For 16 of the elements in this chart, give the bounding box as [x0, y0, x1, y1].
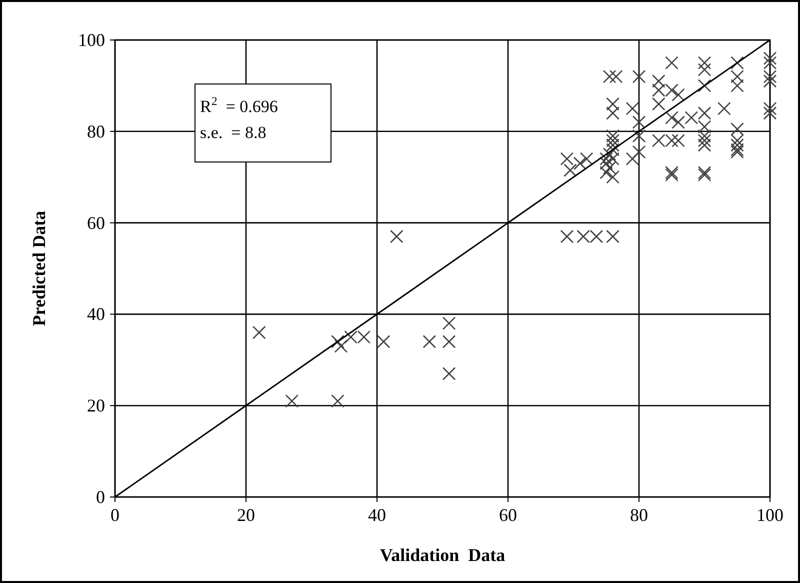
x-axis-title: Validation Data: [380, 545, 506, 565]
x-tick-label: 40: [368, 505, 386, 525]
x-tick-label: 80: [630, 505, 648, 525]
x-tick-label: 100: [756, 505, 784, 525]
annotation: s.e. = 8.8: [200, 123, 266, 142]
y-axis-title: Predicted Data: [29, 210, 49, 326]
y-tick-label: 60: [87, 212, 105, 233]
x-tick-label: 60: [499, 505, 517, 525]
x-tick-label: 0: [110, 505, 120, 525]
x-tick-label: 20: [237, 505, 255, 525]
y-tick-label: 20: [87, 396, 105, 416]
y-tick-label: 40: [87, 304, 105, 324]
y-tick-label: 0: [96, 487, 105, 507]
y-tick-label: 100: [78, 30, 105, 50]
y-tick-label: 80: [87, 121, 105, 142]
annotation: R$^{2}$ = 0.696: [200, 94, 278, 116]
